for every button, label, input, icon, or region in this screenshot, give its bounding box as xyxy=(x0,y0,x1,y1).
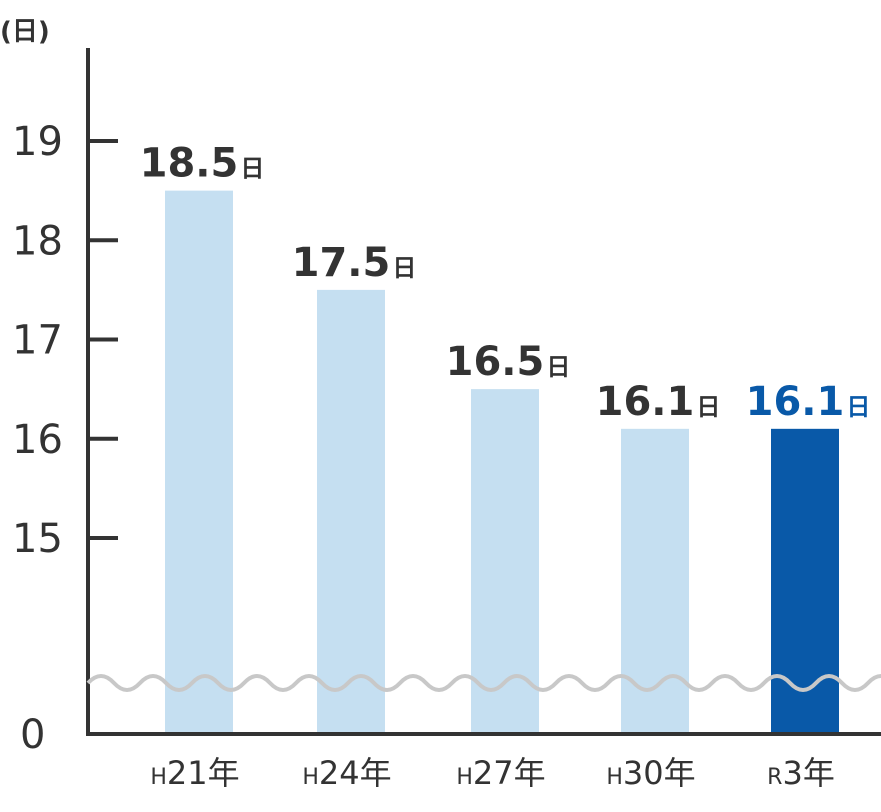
x-category-prefix: H xyxy=(150,765,167,790)
bars-layer xyxy=(165,190,839,732)
y-tick-label: 19 xyxy=(12,119,63,165)
bar xyxy=(771,428,839,732)
bar xyxy=(471,389,539,732)
y-tick-label: 15 xyxy=(12,516,63,562)
y-tick-label-zero: 0 xyxy=(20,712,45,758)
x-category-label: H21年 xyxy=(150,754,239,792)
bar-value-number: 16.1 xyxy=(596,379,695,425)
y-unit-label: (日) xyxy=(0,17,50,47)
bar-value-unit: 日 xyxy=(546,353,570,381)
x-category-label: R3年 xyxy=(767,754,835,792)
bar-value-number: 16.1 xyxy=(746,379,845,425)
bar-value-number: 18.5 xyxy=(140,141,239,187)
bar-value-label: 16.1日 xyxy=(596,379,721,425)
x-category-label: H27年 xyxy=(456,754,545,792)
y-tick-label: 16 xyxy=(12,417,63,463)
axis-break-line xyxy=(86,674,881,692)
labels-layer: (日)1516171819018.5日H21年17.5日H24年16.5日H27… xyxy=(0,17,870,792)
bar-value-unit: 日 xyxy=(240,155,264,183)
bar-value-number: 17.5 xyxy=(292,240,391,286)
bar-value-label: 17.5日 xyxy=(292,240,417,286)
x-category-prefix: R xyxy=(767,765,782,790)
axis-layer xyxy=(86,48,881,736)
bar-value-unit: 日 xyxy=(392,254,416,282)
x-category-prefix: H xyxy=(302,765,319,790)
bar-value-number: 16.5 xyxy=(446,339,545,385)
bar xyxy=(317,289,385,732)
y-tick-label: 18 xyxy=(12,218,63,264)
y-tick-label: 17 xyxy=(12,318,63,364)
axis-break-layer xyxy=(86,674,881,692)
bar-value-unit: 日 xyxy=(846,393,870,421)
x-category-text: 24年 xyxy=(319,754,392,792)
x-category-label: H30年 xyxy=(606,754,695,792)
x-category-text: 21年 xyxy=(167,754,240,792)
x-category-text: 3年 xyxy=(782,754,834,792)
bar-value-label: 18.5日 xyxy=(140,141,265,187)
x-category-text: 30年 xyxy=(623,754,696,792)
bar-value-unit: 日 xyxy=(696,393,720,421)
x-category-text: 27年 xyxy=(473,754,546,792)
bar xyxy=(165,190,233,732)
x-category-prefix: H xyxy=(456,765,473,790)
bar-value-label: 16.5日 xyxy=(446,339,571,385)
bar-value-label: 16.1日 xyxy=(746,379,871,425)
x-category-label: H24年 xyxy=(302,754,391,792)
x-category-prefix: H xyxy=(606,765,623,790)
